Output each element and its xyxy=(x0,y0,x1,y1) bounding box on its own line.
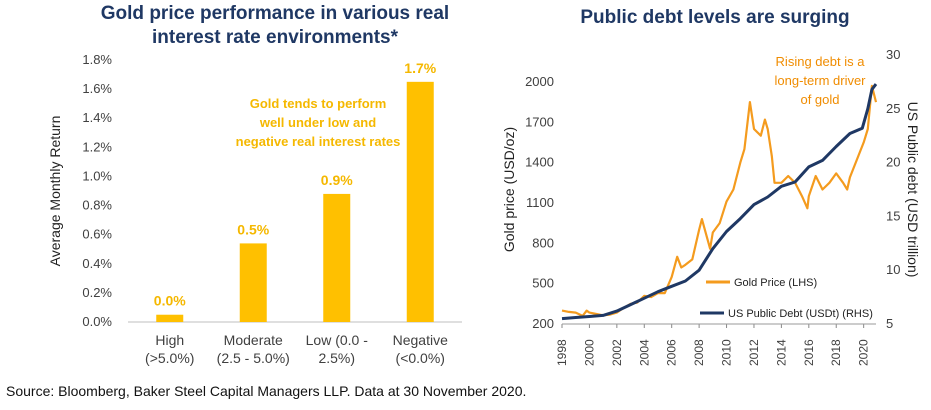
x-category-label: (<0.0%) xyxy=(396,350,445,366)
line-chart-annotation: long-term driver xyxy=(774,73,866,88)
y-right-tick-label: 25 xyxy=(886,101,900,116)
x-tick-label: 2002 xyxy=(610,339,624,366)
bar xyxy=(406,81,434,322)
line-chart-annotation: Rising debt is a xyxy=(776,54,866,69)
x-category-label: Moderate xyxy=(224,332,283,348)
y-right-tick-label: 10 xyxy=(886,262,900,277)
y-right-axis-title: US Public debt (USD trillion) xyxy=(905,102,921,278)
y-left-axis-title: Gold price (USD/oz) xyxy=(501,127,517,252)
x-category-label: Low (0.0 - xyxy=(306,332,369,348)
legend-debt-label: US Public Debt (USDt) (RHS) xyxy=(728,308,873,320)
bar-chart-annotation: negative real interest rates xyxy=(236,134,401,149)
bar-chart-annotation: well under low and xyxy=(259,115,376,130)
right-chart-title: Public debt levels are surging xyxy=(580,7,850,28)
x-tick-label: 1998 xyxy=(555,339,569,366)
left-chart-title-line-2: interest rate environments* xyxy=(151,27,399,48)
y-right-tick-label: 30 xyxy=(886,47,900,62)
y-right-tick-label: 15 xyxy=(886,208,900,223)
x-category-label: 2.5%) xyxy=(318,350,355,366)
line-chart-annotation: of gold xyxy=(800,92,839,107)
y-tick-label: 0.4% xyxy=(82,256,112,271)
x-category-label: (2.5 - 5.0%) xyxy=(217,350,290,366)
y-tick-label: 0.2% xyxy=(82,285,112,300)
bar-chart-annotation: Gold tends to perform xyxy=(250,96,387,111)
x-tick-label: 2014 xyxy=(774,339,788,366)
bar xyxy=(239,243,267,322)
x-tick-label: 2018 xyxy=(829,339,843,366)
bar xyxy=(323,193,351,322)
x-tick-label: 2000 xyxy=(582,339,596,366)
y-axis-title: Average Monthly Return xyxy=(47,116,63,267)
bar-data-label: 0.9% xyxy=(321,172,353,188)
x-tick-label: 2010 xyxy=(720,339,734,366)
x-category-label: High xyxy=(155,332,184,348)
y-left-tick-label: 1700 xyxy=(525,114,554,129)
y-tick-label: 1.8% xyxy=(82,52,112,67)
legend-gold-label: Gold Price (LHS) xyxy=(734,277,817,289)
source-note: Source: Bloomberg, Baker Steel Capital M… xyxy=(6,383,527,399)
y-left-tick-label: 1100 xyxy=(526,195,554,210)
x-tick-label: 2012 xyxy=(747,339,761,366)
bar-data-label: 0.5% xyxy=(237,221,269,237)
y-tick-label: 1.6% xyxy=(82,81,112,96)
left-chart-title: Gold price performance in various real i… xyxy=(90,2,460,50)
public-debt-line-chart: 200 500 800 1100 1400 1700 2000 5 10 15 20 25 30 1998… xyxy=(501,47,921,366)
us-public-debt-line xyxy=(561,83,878,321)
y-tick-label: 0.8% xyxy=(82,198,112,213)
bar-data-label: 1.7% xyxy=(404,60,436,76)
y-tick-label: 1.4% xyxy=(82,110,112,125)
left-chart-title-line-1: Gold price performance in various real xyxy=(100,3,450,24)
bar-data-label: 0.0% xyxy=(154,293,186,309)
y-tick-label: 1.2% xyxy=(82,139,112,154)
x-category-label: Negative xyxy=(393,332,448,348)
y-right-tick-label: 5 xyxy=(886,316,893,331)
y-left-tick-label: 2000 xyxy=(525,74,554,89)
y-left-tick-label: 200 xyxy=(532,316,554,331)
x-tick-label: 2008 xyxy=(692,339,706,366)
y-tick-label: 0.6% xyxy=(82,227,112,242)
gold-performance-bar-chart: 0.0% 0.2% 0.4% 0.6% 0.8% 1.0% 1.2% 1.4% 1.6% 1.8%… xyxy=(47,52,462,366)
x-tick-label: 2006 xyxy=(665,339,679,366)
y-left-tick-label: 1400 xyxy=(525,155,554,170)
y-tick-label: 0.0% xyxy=(82,314,112,329)
x-tick-label: 2004 xyxy=(637,339,651,366)
x-category-label: (>5.0%) xyxy=(145,350,194,366)
y-left-tick-label: 800 xyxy=(532,235,554,250)
y-right-tick-label: 20 xyxy=(886,155,900,170)
y-tick-label: 1.0% xyxy=(82,168,112,183)
x-tick-label: 2020 xyxy=(857,339,871,366)
x-tick-label: 2016 xyxy=(802,339,816,366)
y-left-tick-label: 500 xyxy=(532,276,554,291)
bar xyxy=(156,314,184,322)
